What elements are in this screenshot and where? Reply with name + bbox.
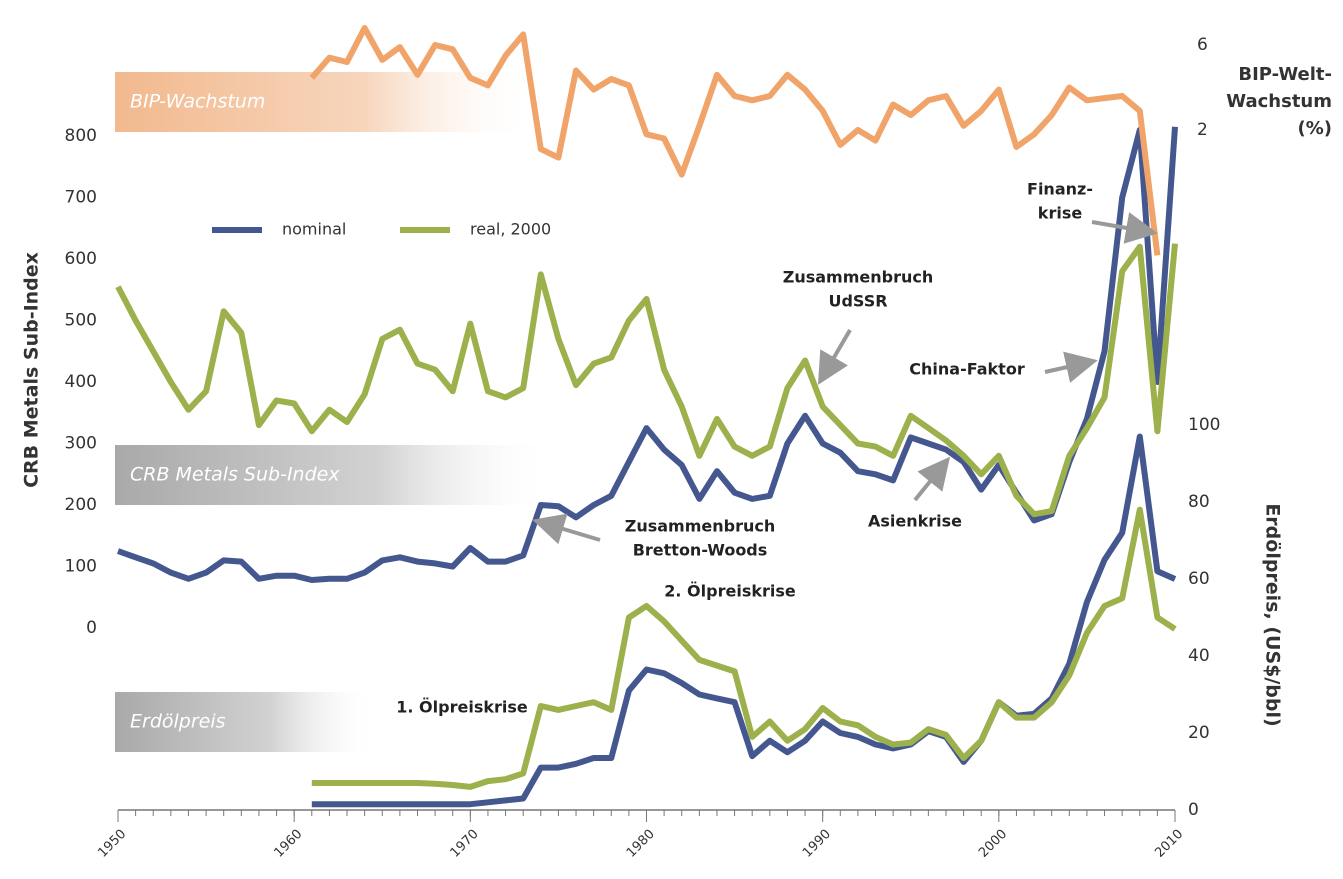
series-line <box>309 25 1161 256</box>
legend-label: real, 2000 <box>470 220 551 239</box>
series-line <box>311 506 1177 790</box>
y-tick-label: 400 <box>65 372 97 392</box>
y-tick-label: 600 <box>65 249 97 269</box>
y-tick-label: 0 <box>1188 800 1199 820</box>
x-tick-label: 1950 <box>95 827 129 861</box>
panel-band <box>115 692 375 752</box>
y-tick-label: 20 <box>1188 723 1210 743</box>
annotation: Zusammenbruch <box>783 268 934 287</box>
annotation-arrow <box>1091 212 1158 244</box>
annotation-arrow <box>532 513 601 545</box>
annotation: Bretton-Woods <box>633 541 768 560</box>
series-line <box>117 126 1178 583</box>
annotation-arrow <box>913 456 951 502</box>
annotation: China-Faktor <box>909 360 1025 379</box>
annotation: Asienkrise <box>868 512 962 531</box>
y-tick-label: 2 <box>1197 120 1208 140</box>
annotation-arrow <box>1044 351 1098 383</box>
y-tick-label: 500 <box>65 311 97 331</box>
panel-band <box>115 72 535 132</box>
annotation: Finanz- <box>1027 180 1093 199</box>
y-tick-label: 700 <box>65 188 97 208</box>
y-tick-label: 80 <box>1188 492 1210 512</box>
y-tick-label: 6 <box>1197 35 1208 55</box>
y-tick-label: 40 <box>1188 646 1210 666</box>
y-tick-label: 0 <box>86 618 97 638</box>
x-tick-label: 2000 <box>976 827 1010 861</box>
x-tick-label: 1960 <box>271 827 305 861</box>
x-tick-label: 1970 <box>448 827 482 861</box>
x-tick-label: 1980 <box>624 827 658 861</box>
x-tick-label: 1990 <box>800 827 834 861</box>
annotation: 2. Ölpreiskrise <box>664 582 796 601</box>
y-tick-label: 100 <box>65 557 97 577</box>
annotation: 1. Ölpreiskrise <box>396 698 528 717</box>
y3-axis-title: Wachstum <box>1226 91 1332 112</box>
y3-axis-title: (%) <box>1298 118 1333 139</box>
y-axis-title: CRB Metals Sub-Index <box>21 252 43 488</box>
series-line <box>115 243 1178 518</box>
annotation: krise <box>1038 204 1083 223</box>
series-line <box>311 433 1177 808</box>
y-tick-label: 200 <box>65 495 97 515</box>
y-tick-label: 60 <box>1188 569 1210 589</box>
x-tick-label: 2010 <box>1152 827 1186 861</box>
panel-label: CRB Metals Sub-Index <box>130 464 340 486</box>
panel-label: Erdölpreis <box>130 711 226 733</box>
annotation: UdSSR <box>828 292 887 311</box>
y-tick-label: 300 <box>65 434 97 454</box>
y-tick-label: 800 <box>65 126 97 146</box>
panel-band <box>115 445 555 505</box>
panel-label: BIP-Wachstum <box>130 91 265 113</box>
y-tick-label: 100 <box>1188 415 1220 435</box>
annotation: Zusammenbruch <box>625 517 776 536</box>
y3-axis-title: BIP-Welt- <box>1238 64 1332 85</box>
y2-axis-title: Erdölpreis, (US$/bbl) <box>1262 503 1284 726</box>
annotation-arrow <box>817 328 852 385</box>
legend-label: nominal <box>282 220 346 239</box>
